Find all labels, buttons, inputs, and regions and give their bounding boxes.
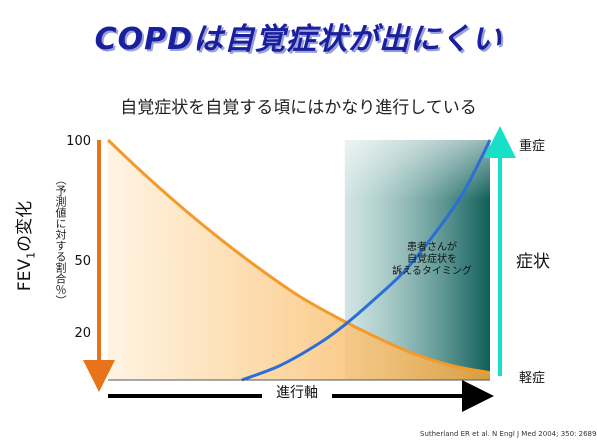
citation: Sutherland ER et al. N Engl J Med 2004; … <box>420 430 597 438</box>
annotation-line: 患者さんが <box>407 242 457 253</box>
y-tick-label: 50 <box>74 254 91 269</box>
x-axis-label: 進行軸 <box>262 382 332 402</box>
right-axis-label: 症状 <box>516 252 550 272</box>
right-axis-top-label: 重症 <box>519 139 546 154</box>
chart-subtitle: 自覚症状を自覚する頃にはかなり進行している <box>120 98 477 118</box>
annotation-line: 自覚症状を <box>407 254 457 265</box>
annotation-line: 訴えるタイミング <box>392 266 472 277</box>
fev1-area <box>108 140 490 380</box>
page-title: COPDは自覚症状が出にくい <box>94 22 503 57</box>
y-tick-label: 100 <box>66 134 91 149</box>
y-axis-note: （予測値に対する割合％） <box>54 174 67 306</box>
right-axis-bottom-label: 軽症 <box>519 371 546 386</box>
timing-annotation: 患者さんが 自覚症状を 訴えるタイミング <box>382 242 482 278</box>
y-tick-label: 20 <box>74 326 91 341</box>
symptom-series-line <box>241 139 492 382</box>
y-axis-label: FEV1の変化 <box>15 200 38 292</box>
fev1-series-line <box>106 138 491 375</box>
